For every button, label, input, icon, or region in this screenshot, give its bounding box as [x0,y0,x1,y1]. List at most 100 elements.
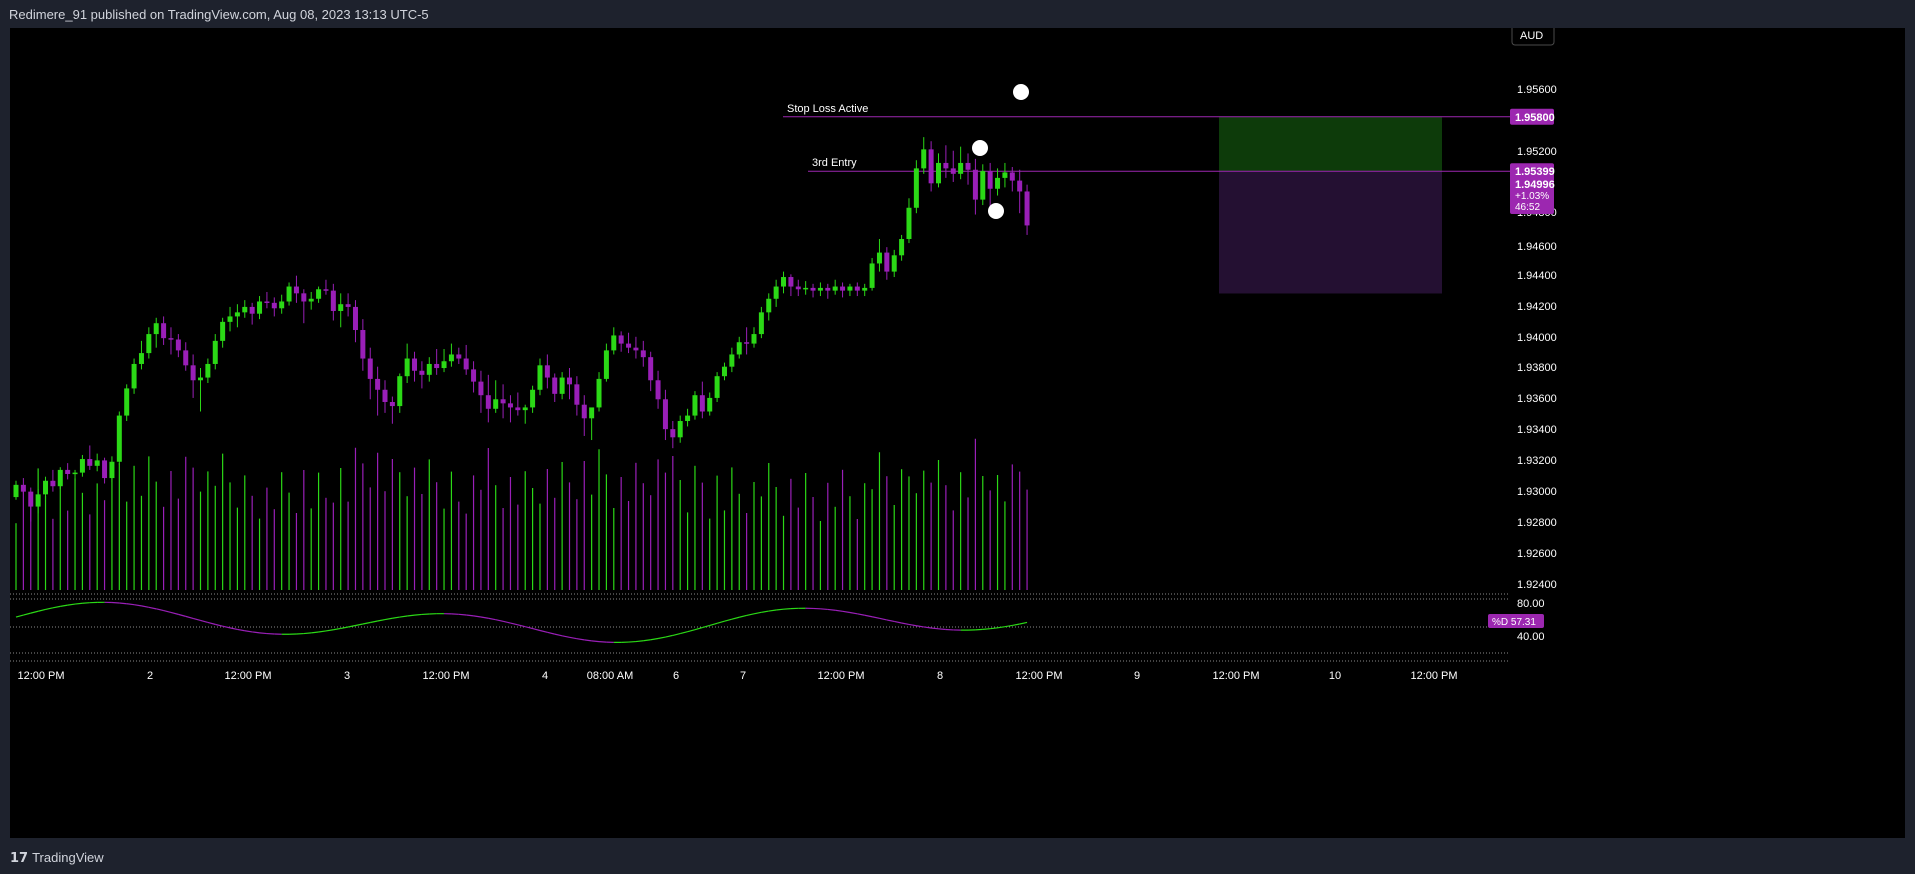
osc-segment [252,631,260,634]
osc-segment [672,633,681,636]
candle-body [766,298,772,313]
osc-segment [1004,624,1013,628]
candle-body [670,429,676,438]
price-tick: 1.93200 [1517,455,1557,467]
candle-body [485,395,491,409]
osc-segment [170,611,179,615]
osc-segment [237,628,245,632]
candle-body [264,301,270,303]
osc-segment [473,615,482,618]
osc-segment [74,602,83,605]
osc-segment [598,641,607,643]
time-tick: 12:00 PM [1212,670,1259,682]
candle-body [876,252,882,264]
candle-body [257,301,263,314]
osc-segment [539,629,548,633]
osc-segment [835,609,843,612]
osc-segment [591,640,600,643]
candle-body [522,407,528,411]
osc-segment [982,628,991,630]
candle-body [854,286,860,291]
candle-body [72,472,78,475]
osc-segment [923,626,932,629]
osc-segment [665,634,673,638]
osc-segment [407,614,415,617]
candle-body [382,389,388,402]
price-tick: 1.93000 [1517,486,1557,498]
osc-segment [141,605,149,608]
candle-body [79,459,85,473]
candle-body [1009,172,1015,181]
candle-body [729,354,735,367]
osc-segment [222,625,231,629]
osc-segment [938,628,946,631]
osc-value-badge [1488,614,1544,628]
candle-body [913,168,919,208]
publisher-bar: Redimere_91 published on TradingView.com… [0,0,1915,28]
candle-body [987,171,993,189]
candle-body [146,334,152,354]
candle-body [478,381,484,396]
candle-body [626,343,632,348]
candle-body [869,263,875,288]
osc-segment [502,620,511,624]
candlestick-chart[interactable]: Stop Loss Active 3rd Entry 80.00 40.00 %D 57… [10,28,1905,838]
candle-body [884,252,890,272]
candle-body [648,357,654,381]
tradingview-logo[interactable]: 17 TradingView [10,850,104,866]
candle-body [618,335,624,344]
candle-body [980,171,986,200]
price-tick: 1.95200 [1517,146,1557,158]
candle-body [589,407,595,419]
candle-body [94,460,100,466]
osc-tick-40: 40.00 [1517,631,1545,643]
osc-segment [229,627,238,631]
osc-segment [23,612,31,616]
candle-body [463,358,469,370]
osc-segment [1019,621,1028,625]
osc-segment [458,613,467,616]
price-tick: 1.94600 [1517,241,1557,253]
osc-segment [488,617,496,621]
osc-segment [849,611,858,615]
loss-zone [1219,171,1442,294]
candle-body [581,404,587,419]
candle-body [249,306,255,314]
last-price-countdown: 46:52 [1515,202,1540,213]
osc-segment [377,618,386,622]
osc-segment [635,640,644,643]
profit-zone [1219,116,1442,172]
osc-segment [886,619,895,623]
candle-body [596,378,602,408]
osc-segment [15,614,24,618]
candle-body [389,401,395,407]
osc-segment [768,609,777,612]
candle-body [198,377,203,381]
osc-segment [30,610,39,614]
brand-name: TradingView [32,850,104,865]
tv-logo-icon: 17 [10,851,29,866]
candle-body [183,350,189,366]
candle-body [928,149,934,184]
osc-segment [45,607,54,611]
candle-body [419,370,425,375]
osc-segment [731,616,740,620]
osc-segment [399,615,408,618]
chart-container[interactable]: Stop Loss Active 3rd Entry 80.00 40.00 %D 57… [10,28,1905,838]
osc-segment [532,628,541,632]
price-tick: 1.93800 [1517,362,1557,374]
time-tick: 6 [673,670,679,682]
osc-segment [67,603,76,606]
candle-body [603,350,609,379]
osc-segment [561,635,570,638]
candle-body [773,286,779,299]
candle-body [803,287,809,290]
osc-segment [311,631,319,634]
price-tick: 1.93600 [1517,393,1557,405]
candle-body [950,168,956,174]
osc-segment [857,613,865,616]
osc-segment [864,614,873,618]
candle-body [751,334,757,344]
candle-body [367,358,373,379]
candle-body [995,177,1001,189]
